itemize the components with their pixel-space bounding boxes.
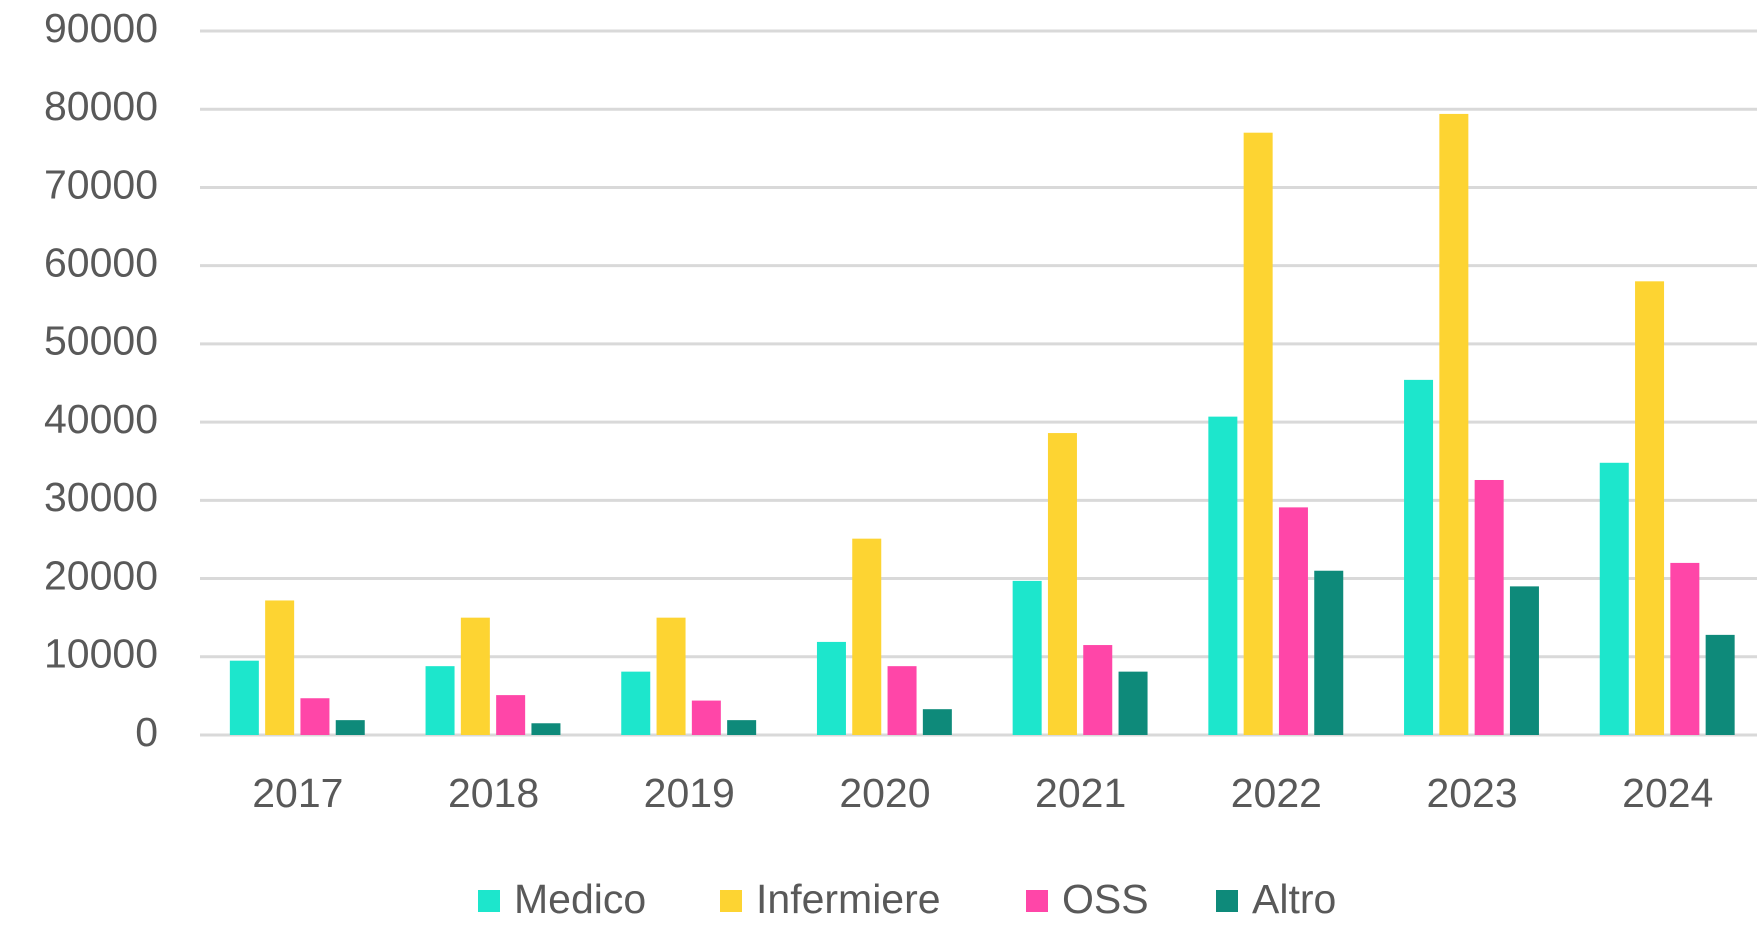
x-tick-label: 2022	[1231, 770, 1322, 816]
bar	[656, 617, 686, 735]
x-tick-label: 2018	[448, 770, 539, 816]
bar	[691, 700, 721, 735]
bar	[1047, 433, 1077, 735]
bar	[1243, 132, 1273, 735]
y-tick-label: 80000	[44, 83, 158, 129]
bar	[496, 695, 526, 735]
x-tick-label: 2021	[1035, 770, 1126, 816]
legend-swatch	[1026, 890, 1048, 912]
bar	[335, 720, 365, 735]
bar	[621, 671, 651, 735]
bar	[852, 538, 882, 735]
legend-swatch	[478, 890, 500, 912]
legend-label: Medico	[514, 876, 646, 922]
y-tick-label: 0	[135, 709, 158, 755]
x-tick-label: 2023	[1426, 770, 1517, 816]
bar	[922, 709, 952, 735]
x-tick-label: 2024	[1622, 770, 1713, 816]
bar	[1404, 379, 1434, 735]
bar	[1439, 113, 1469, 736]
y-tick-label: 40000	[44, 396, 158, 442]
x-tick-label: 2020	[839, 770, 930, 816]
bar	[1118, 671, 1148, 735]
y-tick-label: 50000	[44, 318, 158, 364]
legend-label: Altro	[1252, 876, 1336, 922]
bar	[1635, 281, 1665, 735]
legend-swatch	[720, 890, 742, 912]
y-tick-label: 10000	[44, 631, 158, 677]
bar	[887, 666, 917, 735]
y-tick-label: 90000	[44, 5, 158, 51]
bar	[265, 600, 295, 735]
bar	[425, 666, 455, 735]
legend-label: OSS	[1062, 876, 1149, 922]
y-tick-label: 60000	[44, 239, 158, 285]
bar	[229, 660, 259, 735]
y-tick-label: 30000	[44, 474, 158, 520]
bar	[1314, 570, 1344, 735]
bar	[460, 617, 490, 735]
y-tick-label: 70000	[44, 161, 158, 207]
x-tick-label: 2019	[644, 770, 735, 816]
bar	[1509, 586, 1539, 735]
bar	[531, 723, 561, 735]
bar	[1012, 580, 1042, 735]
bar	[816, 641, 846, 735]
bar	[300, 698, 330, 735]
bar	[727, 720, 757, 735]
legend-label: Infermiere	[756, 876, 941, 922]
bar	[1670, 562, 1700, 735]
bar	[1705, 634, 1735, 735]
x-tick-label: 2017	[252, 770, 343, 816]
bar	[1474, 479, 1504, 735]
bar	[1083, 645, 1113, 735]
legend-swatch	[1216, 890, 1238, 912]
bar	[1278, 507, 1308, 735]
bar	[1599, 462, 1629, 735]
y-tick-label: 20000	[44, 552, 158, 598]
bar	[1208, 416, 1238, 735]
